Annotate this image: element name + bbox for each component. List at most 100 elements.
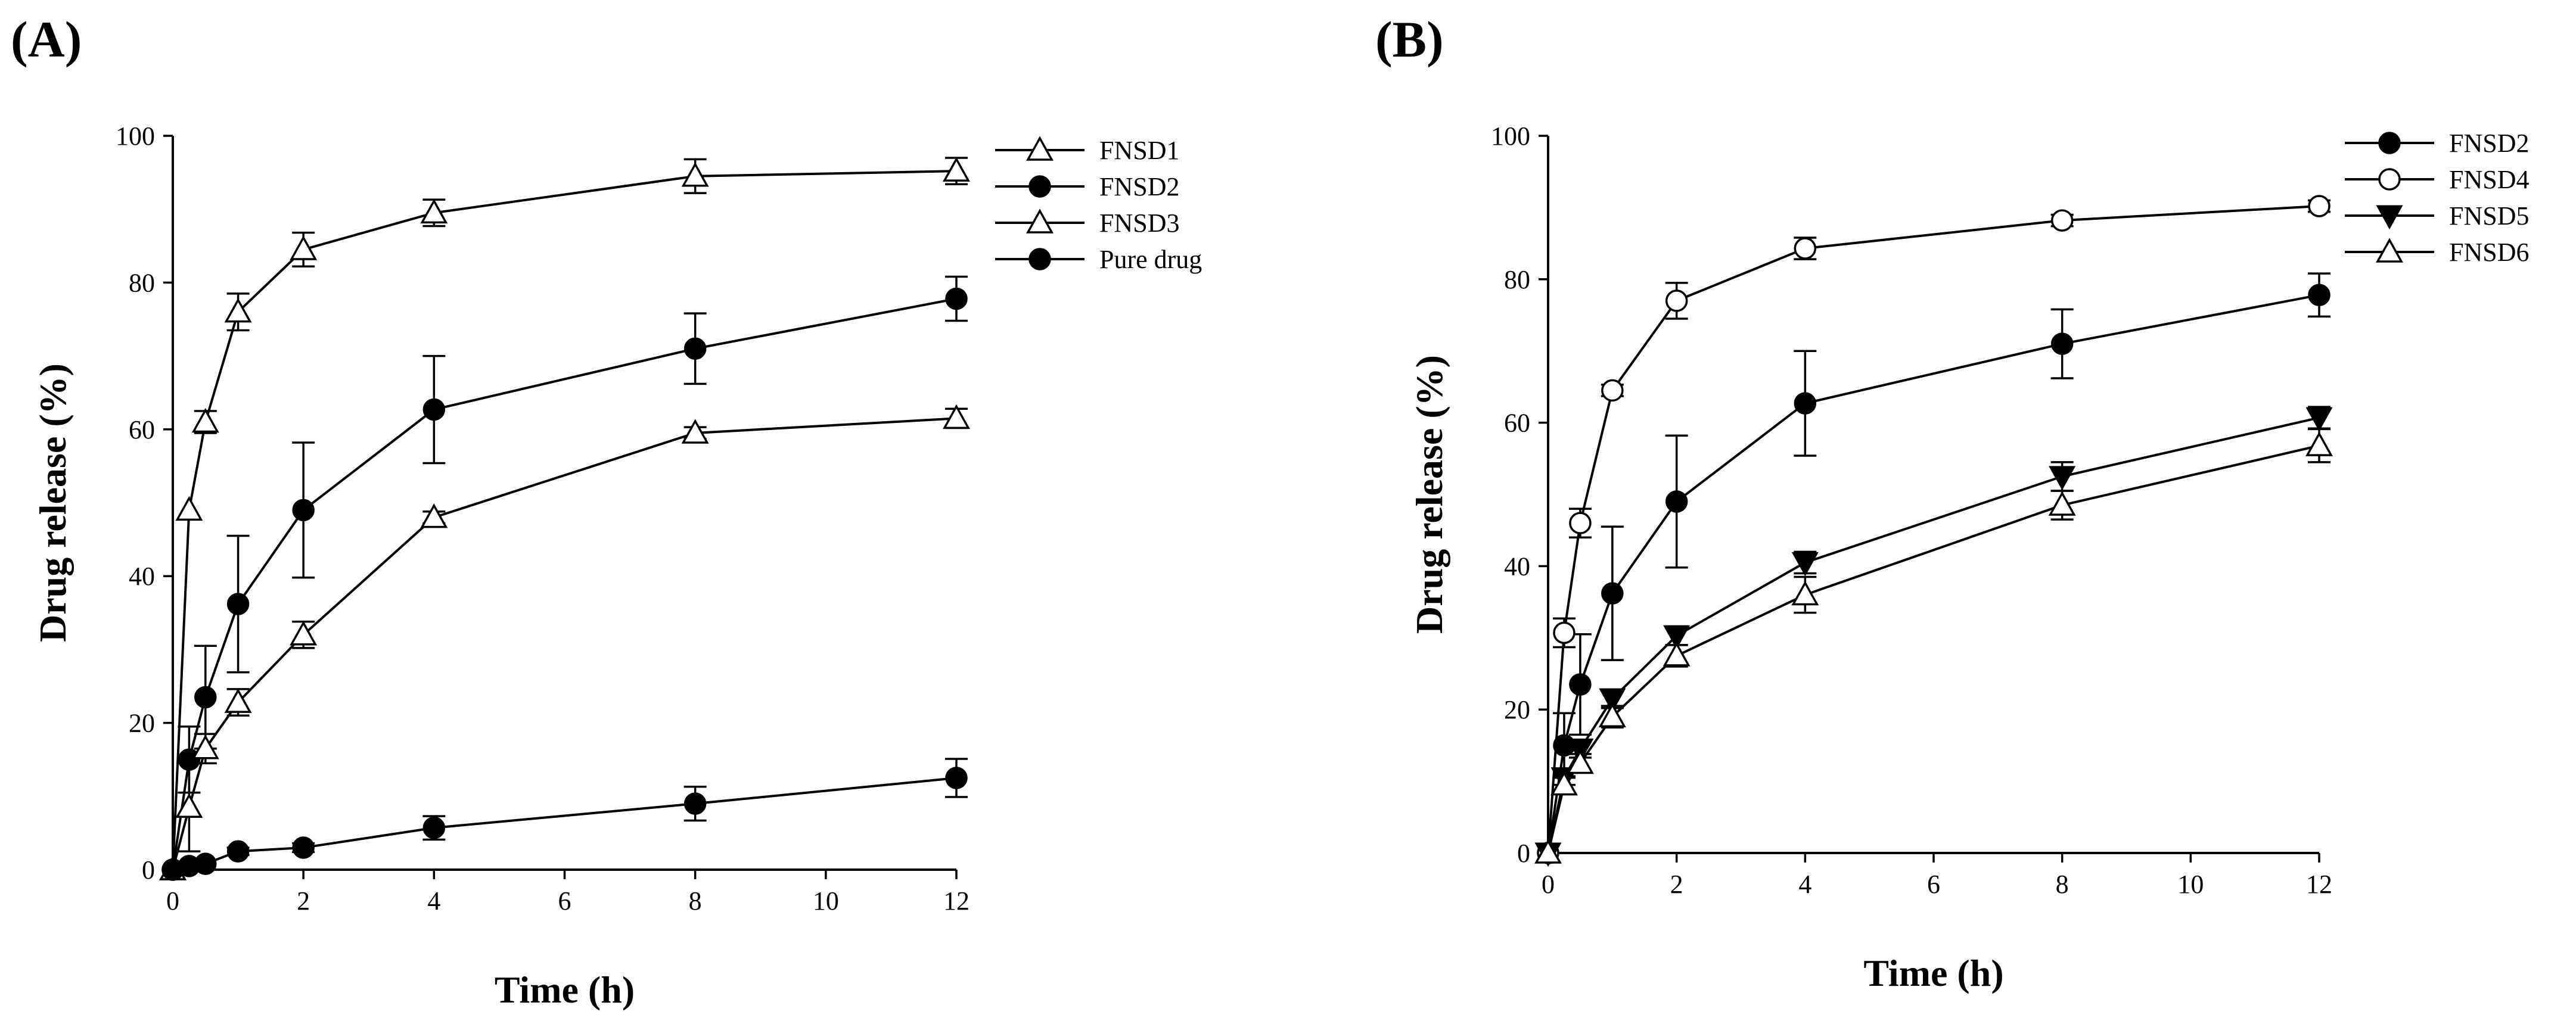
- data-point: [194, 686, 217, 709]
- data-point: [1601, 582, 1624, 605]
- legend-label: FNSD1: [1099, 136, 1180, 165]
- data-point: [422, 398, 446, 421]
- y-tick-label: 60: [1504, 409, 1530, 438]
- legend-label: Pure drug: [1099, 245, 1202, 274]
- legend-label: FNSD2: [1099, 172, 1180, 201]
- x-tick-label: 0: [1542, 870, 1555, 899]
- data-point: [175, 496, 203, 521]
- panel-label: (A): [11, 11, 82, 68]
- series-fnsd2: [1537, 272, 2330, 864]
- data-point: [943, 157, 970, 182]
- data-point: [422, 817, 446, 839]
- data-point: [2050, 209, 2074, 232]
- series-line: [172, 777, 957, 871]
- legend-label: FNSD3: [1099, 208, 1180, 238]
- x-tick-label: 2: [1670, 870, 1683, 899]
- legend-label: FNSD2: [2449, 129, 2530, 158]
- legend-label: FNSD4: [2449, 165, 2530, 194]
- data-point: [2048, 491, 2076, 516]
- legend-item: FNSD5: [2345, 201, 2530, 231]
- data-point: [191, 407, 219, 433]
- data-point: [1665, 289, 1688, 312]
- data-point: [1569, 512, 1592, 534]
- x-tick-label: 4: [427, 886, 440, 916]
- x-tick-label: 0: [166, 886, 179, 916]
- y-tick-label: 20: [129, 709, 155, 738]
- legend-item: FNSD6: [2345, 238, 2530, 267]
- legend-item: FNSD4: [2345, 165, 2530, 194]
- y-tick-label: 80: [1504, 265, 1530, 294]
- data-point: [2305, 431, 2333, 456]
- data-point: [1794, 392, 1817, 415]
- x-tick-label: 2: [297, 886, 310, 916]
- data-point: [1566, 749, 1594, 774]
- data-point: [683, 337, 707, 360]
- series-fnsd2: [161, 275, 968, 881]
- data-point: [1534, 839, 1562, 864]
- data-point: [681, 419, 709, 444]
- data-point: [683, 792, 707, 815]
- panel-a: (A) 0 2 4 6 8 10 12 0 20 40 60 80 100 Time (h) Drug rel…: [11, 11, 1202, 1011]
- series-fnsd5: [1534, 406, 2333, 867]
- legend-marker: [2376, 205, 2403, 230]
- y-tick-label: 60: [129, 415, 155, 444]
- legend-marker: [1026, 136, 1054, 161]
- y-tick-label: 0: [142, 855, 155, 885]
- panel-b: (B) 0 2 4 6 8 10 12 0 20 40 60 80 100 Time (h) Drug rel…: [1375, 11, 2530, 994]
- data-point: [945, 767, 968, 789]
- data-point: [2305, 407, 2333, 432]
- series-line: [172, 170, 957, 870]
- series-line: [172, 297, 957, 870]
- data-point: [1791, 580, 1819, 606]
- data-point: [2308, 284, 2330, 307]
- data-point: [1663, 642, 1691, 667]
- legend: FNSD1 FNSD2 FNSD3 Pure drug: [995, 136, 1202, 274]
- series-line: [1547, 294, 2320, 854]
- legend-label: FNSD6: [2449, 238, 2530, 267]
- data-point: [1569, 673, 1592, 696]
- legend-marker: [1026, 208, 1054, 234]
- data-point: [2308, 195, 2330, 217]
- legend-marker: [1028, 248, 1051, 270]
- data-point: [681, 162, 709, 187]
- legend-item: FNSD1: [995, 136, 1180, 165]
- series-fnsd1: [159, 157, 970, 880]
- y-tick-label: 40: [129, 562, 155, 591]
- x-axis-title: Time (h): [1863, 952, 2003, 994]
- y-axis-title: Drug release (%): [1408, 355, 1450, 634]
- data-point: [292, 499, 315, 522]
- y-tick-label: 100: [116, 122, 155, 151]
- data-point: [1601, 379, 1624, 402]
- data-point: [1550, 771, 1578, 796]
- data-point: [1794, 237, 1817, 260]
- x-tick-label: 12: [943, 886, 970, 916]
- data-point: [290, 235, 318, 260]
- axes: 0 2 4 6 8 10 12 0 20 40 60 80 100: [1491, 122, 2332, 899]
- data-point: [226, 593, 250, 615]
- data-point: [1791, 552, 1819, 577]
- x-tick-label: 10: [2177, 870, 2204, 899]
- data-point: [420, 503, 448, 528]
- series-fnsd6: [1534, 428, 2333, 864]
- legend-marker: [2378, 168, 2401, 191]
- data-point: [175, 793, 203, 818]
- data-point: [292, 836, 315, 859]
- x-tick-label: 6: [1927, 870, 1940, 899]
- data-point: [226, 840, 250, 863]
- legend-item: FNSD2: [995, 172, 1180, 201]
- data-point: [1663, 625, 1691, 650]
- x-tick-label: 10: [813, 886, 839, 916]
- x-tick-label: 12: [2306, 870, 2332, 899]
- data-point: [194, 852, 217, 875]
- data-point: [224, 688, 252, 713]
- data-point: [1553, 621, 1576, 645]
- x-tick-label: 8: [689, 886, 702, 916]
- y-tick-label: 40: [1504, 552, 1530, 581]
- data-point: [2050, 332, 2074, 355]
- axes: 0 2 4 6 8 10 12 0 20 40 60 80 100: [116, 122, 970, 916]
- legend-item: FNSD2: [2345, 129, 2530, 158]
- x-tick-label: 4: [1798, 870, 1811, 899]
- x-tick-label: 6: [558, 886, 571, 916]
- data-point: [1665, 490, 1688, 513]
